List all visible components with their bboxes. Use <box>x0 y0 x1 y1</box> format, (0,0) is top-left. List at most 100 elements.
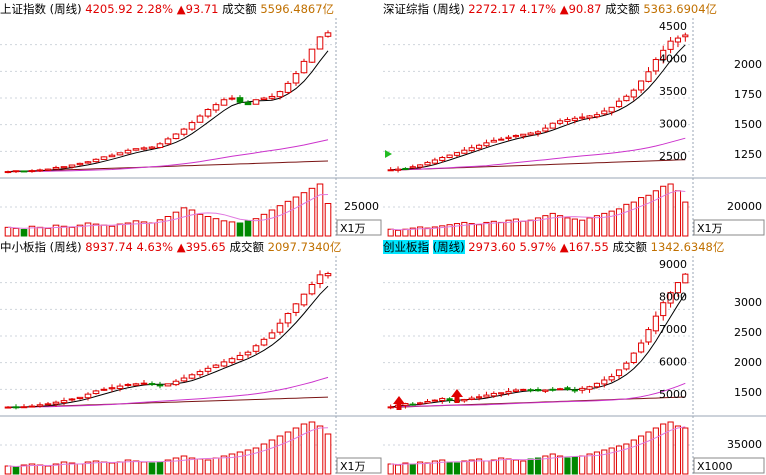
change-pct: 4.63% <box>136 240 174 254</box>
up-arrow-icon: ▲ <box>559 240 569 254</box>
candle-body <box>615 100 623 108</box>
price-value: 8937.74 <box>85 240 133 254</box>
volume-bar <box>645 431 652 475</box>
volume-bar <box>564 217 571 237</box>
volume-bar <box>252 447 260 475</box>
candle-body <box>196 115 204 123</box>
period-label: (周线) <box>49 240 82 254</box>
amount-value: 5596.4867亿 <box>260 2 335 16</box>
volume-bar <box>172 211 180 237</box>
volume-bar <box>220 220 228 237</box>
candle-body <box>660 49 667 60</box>
amount-label: 成交额 <box>612 240 647 254</box>
price-tick-right: 1750 <box>734 88 762 101</box>
volume-bar <box>180 455 188 475</box>
volume-bar <box>431 460 438 475</box>
volume-bar <box>124 222 132 237</box>
change-points: 90.87 <box>568 2 602 16</box>
volume-bar <box>461 221 468 237</box>
period-label: (周线) <box>432 2 465 16</box>
candle-body <box>615 369 623 377</box>
volume-bar <box>20 464 28 475</box>
volume-bar <box>453 223 461 237</box>
volume-bar <box>557 215 564 237</box>
volume-bar <box>68 226 76 237</box>
candle-body <box>116 152 124 156</box>
amount-value: 2097.7340亿 <box>267 240 342 254</box>
chart-panel-chinext[interactable]: 创业板指 (周线) 2973.60 5.97% ▲167.55 成交额 1342… <box>383 238 766 475</box>
chart-panel-smallcap[interactable]: 中小板指 (周线) 8937.74 4.63% ▲395.65 成交额 2097… <box>0 238 383 475</box>
volume-bar <box>557 455 564 475</box>
volume-bar <box>431 226 438 237</box>
volume-bar <box>571 218 578 237</box>
candle-body <box>534 388 542 392</box>
candle-body <box>520 388 527 391</box>
candle-body <box>156 143 164 148</box>
volume-bar <box>284 431 292 475</box>
candle-body <box>20 406 28 409</box>
candle-body <box>534 131 542 134</box>
chart-panel-shanghai[interactable]: 上证指数 (周线) 4205.92 2.28% ▲93.71 成交额 5596.… <box>0 0 383 238</box>
candle-body <box>124 149 132 154</box>
candle-body <box>674 282 682 294</box>
candle-body <box>172 133 180 140</box>
candle-body <box>498 138 505 141</box>
chart-panel-shenzhen[interactable]: 深证综指 (周线) 2272.17 4.17% ▲90.87 成交额 5363.… <box>383 0 766 238</box>
price-tick-right: 1250 <box>734 148 762 161</box>
volume-bar <box>108 225 116 237</box>
volume-bar <box>608 210 615 237</box>
candle-body <box>667 40 674 50</box>
volume-bar <box>28 225 36 237</box>
volume-bar <box>498 457 505 475</box>
volume-bar <box>601 449 608 475</box>
volume-bar <box>498 221 505 237</box>
candle-body <box>60 400 68 404</box>
volume-bar <box>601 212 608 237</box>
candle-body <box>204 109 212 117</box>
candle-body <box>586 386 593 390</box>
candle-body <box>180 128 188 135</box>
candle-body <box>623 362 630 370</box>
index-name: 上证指数 <box>0 2 46 16</box>
volume-bar <box>417 461 424 475</box>
volume-bar <box>188 457 196 475</box>
volume-bar <box>12 466 20 475</box>
candle-body <box>527 389 534 392</box>
volume-unit-label: X1000 <box>697 460 733 473</box>
volume-avg-line <box>390 190 686 231</box>
volume-bar <box>424 462 431 475</box>
candle-body <box>394 168 402 171</box>
ma-line-short <box>7 50 329 173</box>
volume-bar <box>164 459 172 475</box>
up-arrow-icon: ▲ <box>176 2 186 16</box>
candle-body <box>652 315 659 332</box>
candle-body <box>630 89 637 98</box>
volume-bar <box>674 190 682 237</box>
candle-body <box>228 97 236 100</box>
change-points: 167.55 <box>568 240 609 254</box>
volume-bar <box>417 226 424 237</box>
candle-body <box>324 32 332 37</box>
buy-arrow-icon <box>393 396 405 410</box>
volume-bar <box>608 447 615 475</box>
change-pct: 4.17% <box>519 2 557 16</box>
volume-bar <box>424 227 431 237</box>
volume-bar <box>534 217 542 237</box>
volume-tick: 35000 <box>727 438 762 451</box>
candle-body <box>402 403 409 406</box>
candle-body <box>20 170 28 173</box>
candlestick-chart: 3000 2500 2000 1500 9000 8000 7000 6000 5000 3500… <box>383 256 766 475</box>
candle-body <box>652 59 659 72</box>
volume-bar <box>660 423 667 475</box>
volume-bar <box>512 459 519 475</box>
volume-bar <box>402 462 409 475</box>
volume-avg-line <box>7 194 329 229</box>
volume-bar <box>172 457 180 475</box>
candle-body <box>608 376 615 381</box>
volume-bar <box>638 435 645 475</box>
candle-body <box>244 102 252 106</box>
volume-unit-box <box>336 457 382 474</box>
volume-bar <box>180 207 188 237</box>
candle-body <box>542 389 549 392</box>
candle-body <box>252 99 260 105</box>
